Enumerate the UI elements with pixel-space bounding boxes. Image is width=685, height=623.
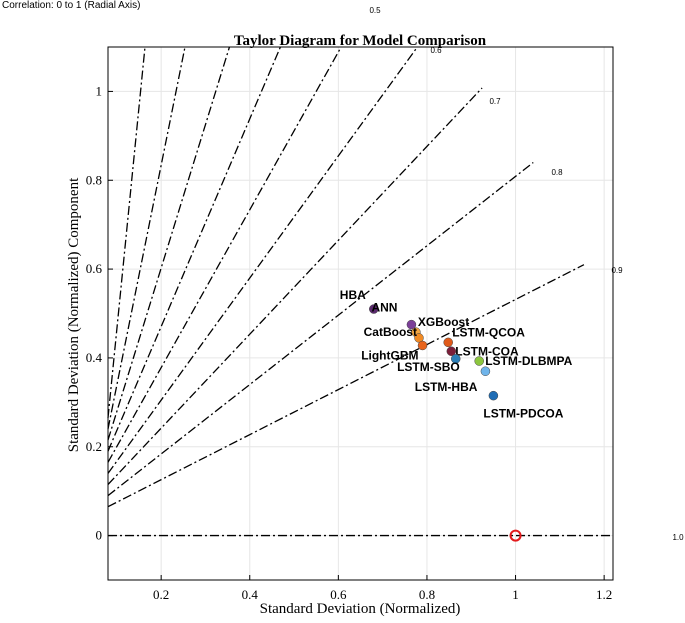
plot-frame <box>107 46 614 581</box>
x-tick-label: 1 <box>512 587 519 602</box>
point-label: LSTM-QCOA <box>452 325 525 339</box>
y-tick-label: 0.8 <box>86 172 102 187</box>
point-label: LSTM-HBA <box>415 380 478 394</box>
data-point <box>406 319 417 330</box>
ticks: 0.2 0.4 0.6 0.8 1 1.2 0 0.2 0.4 0.6 0.8 1 0.5 0.6 0.7 0… <box>86 6 684 602</box>
x-axis-label: Standard Deviation (Normalized) <box>260 601 461 617</box>
point-label: LightGBM <box>361 348 418 362</box>
point-label: HBA <box>340 288 366 302</box>
correlation-label: 0.9 <box>611 266 623 275</box>
point-label: LSTM-DLBMPA <box>485 354 572 368</box>
data-point <box>450 354 461 364</box>
point-label: LSTM-PDCOA <box>483 407 563 421</box>
point-label: LSTM-SBO <box>397 360 460 374</box>
data-point <box>446 346 457 357</box>
data-point <box>480 366 491 376</box>
y-tick-label: 0.4 <box>86 350 103 365</box>
grid <box>108 47 613 580</box>
correlation-line <box>107 46 146 418</box>
x-tick-label: 0.6 <box>330 587 347 602</box>
x-tick-label: 1.2 <box>596 587 612 602</box>
correlation-line <box>107 46 231 441</box>
correlation-line <box>107 161 534 497</box>
y-tick-label: 0 <box>96 528 103 543</box>
data-point <box>474 356 484 366</box>
correlation-label: 1.0 <box>672 533 684 542</box>
x-tick-label: 0.2 <box>153 587 169 602</box>
data-point <box>443 337 453 348</box>
correlation-lines <box>107 46 613 537</box>
x-tick-label: 0.8 <box>419 587 435 602</box>
data-point <box>417 340 428 351</box>
correlation-label: 0.8 <box>551 168 563 177</box>
y-tick-label: 0.2 <box>86 439 102 454</box>
correlation-line <box>107 87 483 485</box>
data-point <box>369 304 379 314</box>
correlation-line <box>107 46 342 463</box>
reference-point <box>509 529 522 542</box>
correlation-line <box>107 46 282 452</box>
y-tick-label: 0.6 <box>86 261 103 276</box>
point-label: LSTM-COA <box>455 344 519 358</box>
correlation-line <box>107 46 186 430</box>
correlation-label: 0.6 <box>430 46 442 55</box>
y-tick-label: 1 <box>96 83 103 98</box>
correlation-line <box>107 46 418 474</box>
point-label: ANN <box>371 301 397 315</box>
data-point <box>488 390 499 401</box>
correlation-label: 0.7 <box>489 97 501 106</box>
chart-title: Taylor Diagram for Model Comparison <box>234 33 487 49</box>
point-label: CatBoost <box>364 325 417 339</box>
point-label: XGBoost <box>418 315 469 329</box>
correlation-label: 0.5 <box>369 6 381 15</box>
x-tick-label: 0.4 <box>242 587 259 602</box>
correlation-line <box>107 264 585 508</box>
y-axis-label: Standard Deviation (Normalized) Componen… <box>66 177 82 452</box>
correlation-note: Correlation: 0 to 1 (Radial Axis) <box>2 0 141 11</box>
